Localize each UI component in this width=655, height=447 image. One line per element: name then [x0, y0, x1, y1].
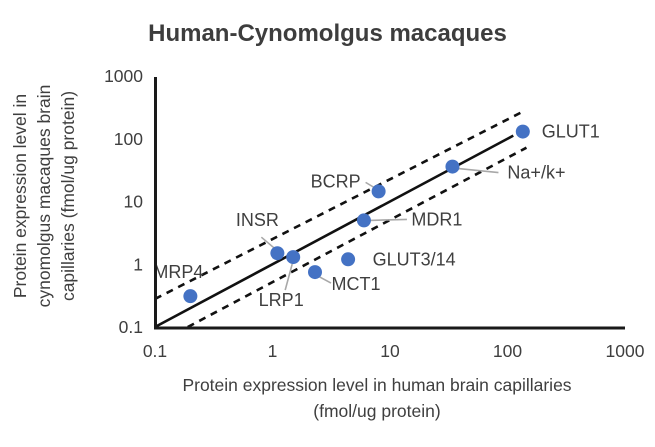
- x-tick-100: 100: [493, 341, 522, 361]
- x-tick-10: 10: [380, 341, 400, 361]
- point-na-k: [445, 159, 460, 174]
- point-label-mrp4: MRP4: [153, 262, 203, 282]
- point-mdr1: [356, 213, 371, 228]
- leader-lrp1: [284, 263, 293, 291]
- point-bcrp: [371, 184, 386, 199]
- point-glut3-14: [341, 252, 356, 267]
- y-tick-1: 1: [133, 254, 143, 274]
- point-lrp1: [286, 250, 301, 265]
- leader-mct1: [317, 275, 332, 284]
- y-tick-0-1: 0.1: [119, 317, 143, 337]
- y-tick-10: 10: [124, 192, 144, 212]
- leader-na-k: [458, 167, 499, 174]
- leader-insr: [260, 236, 275, 249]
- x-axis-title-line-2: (fmol/ug protein): [313, 401, 441, 421]
- point-label-glut3-14: GLUT3/14: [373, 249, 456, 269]
- upper-fold-line: [154, 109, 526, 301]
- x-axis-title: Protein expression level in human brain …: [127, 372, 627, 424]
- x-axis-title-line-1: Protein expression level in human brain …: [182, 375, 572, 395]
- point-label-lrp1: LRP1: [259, 290, 304, 310]
- y-tick-1000: 1000: [104, 66, 143, 86]
- leader-mdr1: [369, 218, 407, 222]
- point-glut1: [515, 124, 530, 139]
- y-tick-100: 100: [114, 129, 143, 149]
- point-label-mct1: MCT1: [332, 274, 381, 294]
- point-mrp4: [183, 289, 198, 304]
- point-label-na-k: Na+/k+: [507, 163, 565, 183]
- point-mct1: [308, 265, 323, 280]
- x-tick-1: 1: [268, 341, 278, 361]
- point-label-mdr1: MDR1: [411, 209, 462, 229]
- x-tick-0-1: 0.1: [143, 341, 167, 361]
- point-label-bcrp: BCRP: [311, 171, 361, 191]
- identity-line: [154, 134, 514, 329]
- x-tick-1000: 1000: [606, 341, 645, 361]
- point-label-glut1: GLUT1: [542, 122, 600, 142]
- point-insr: [270, 246, 285, 261]
- chart-title: Human-Cynomolgus macaques: [148, 20, 507, 47]
- point-label-insr: INSR: [236, 210, 279, 230]
